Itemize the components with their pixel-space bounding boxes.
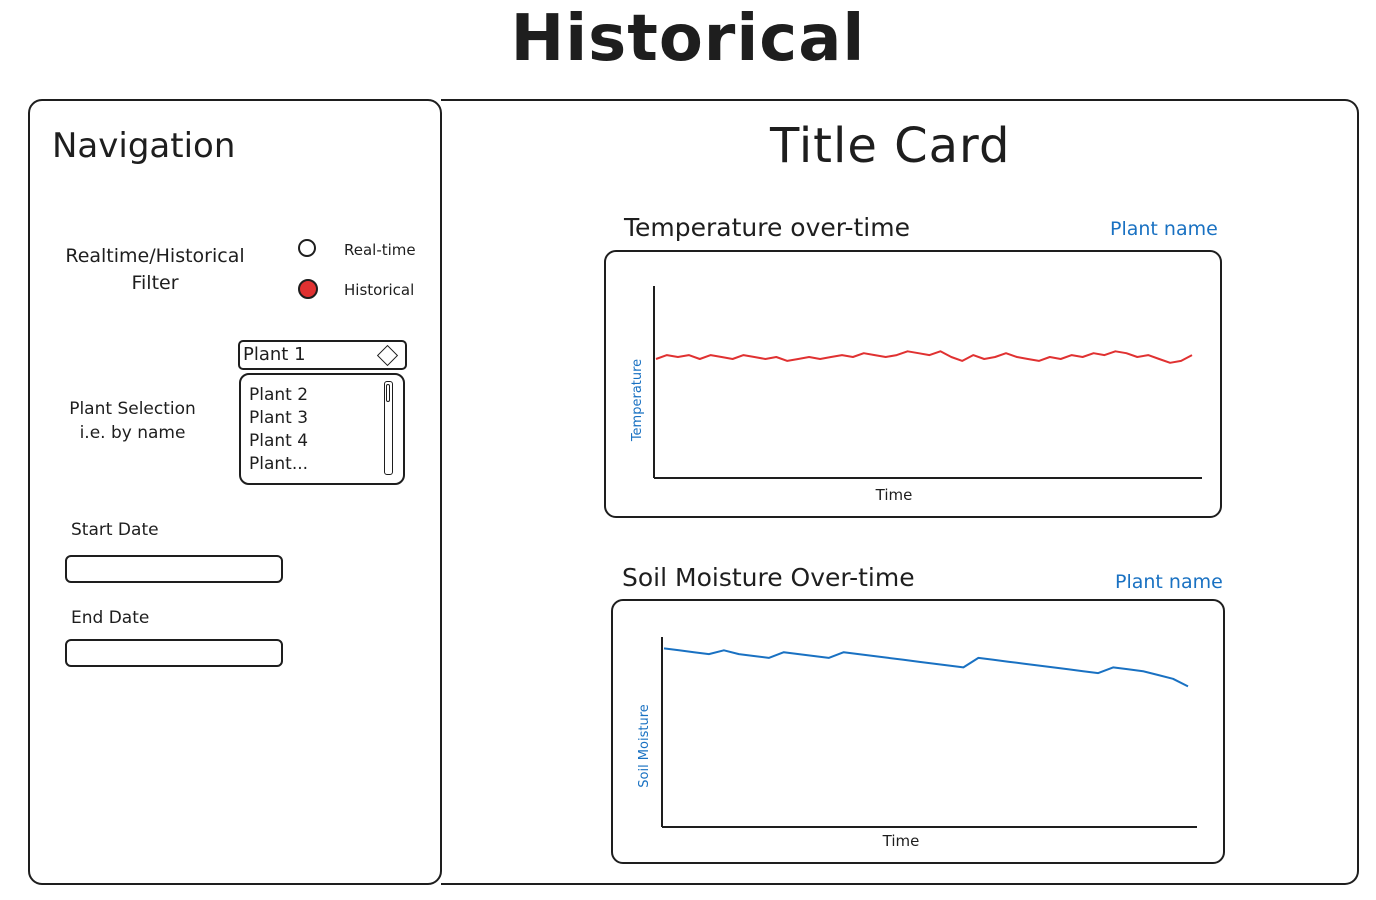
realtime-radio-label[interactable]: Real-time (344, 241, 416, 259)
end-date-input[interactable] (65, 639, 283, 667)
realtime-historical-filter-label: Realtime/Historical Filter (50, 243, 260, 297)
navigation-panel (28, 99, 442, 885)
temperature-y-label: Temperature (630, 359, 645, 442)
plant-select-dropdown[interactable]: Plant 1 (238, 340, 407, 370)
temperature-x-label: Time (875, 486, 913, 504)
plant-option[interactable]: Plant 3 (249, 408, 309, 428)
temperature-plant-name: Plant name (1110, 218, 1218, 240)
plant-option[interactable]: Plant... (249, 454, 309, 474)
soil-moisture-plant-name: Plant name (1115, 571, 1223, 593)
scrollbar-thumb[interactable] (386, 384, 390, 402)
soil-moisture-series-line (663, 647, 1189, 688)
soil-moisture-chart-title: Soil Moisture Over-time (622, 563, 915, 592)
temperature-chart: Time Temperature (630, 286, 1202, 504)
soil-moisture-x-label: Time (882, 832, 920, 850)
temperature-chart-frame (604, 250, 1222, 518)
plant-options-list[interactable]: Plant 2 Plant 3 Plant 4 Plant... (239, 373, 405, 485)
main-panel (441, 99, 1359, 885)
diamond-icon[interactable] (376, 344, 399, 367)
plant-selection-label-line2: i.e. by name (79, 423, 186, 443)
plant-selection-label: Plant Selection i.e. by name (55, 397, 210, 445)
soil-moisture-y-label: Soil Moisture (637, 704, 652, 788)
historical-radio[interactable] (298, 279, 318, 299)
plant-selection-label-line1: Plant Selection (69, 399, 196, 419)
filter-label-line2: Filter (131, 272, 179, 294)
temperature-chart-title: Temperature over-time (624, 213, 910, 242)
plant-option[interactable]: Plant 4 (249, 431, 309, 451)
start-date-label: Start Date (71, 520, 159, 540)
start-date-input[interactable] (65, 555, 283, 583)
navigation-title: Navigation (52, 126, 236, 166)
realtime-radio[interactable] (298, 239, 316, 257)
page-title: Historical (510, 2, 866, 76)
list-scrollbar[interactable] (384, 381, 393, 475)
end-date-label: End Date (71, 608, 150, 628)
title-card-heading: Title Card (770, 118, 1011, 174)
soil-moisture-chart-frame (611, 599, 1225, 864)
filter-label-line1: Realtime/Historical (65, 245, 245, 267)
historical-radio-label[interactable]: Historical (344, 281, 415, 299)
plant-select-value: Plant 1 (243, 344, 306, 365)
temperature-series-line (655, 350, 1193, 364)
soil-moisture-chart: Time Soil Moisture (637, 637, 1197, 850)
plant-option[interactable]: Plant 2 (249, 385, 309, 405)
